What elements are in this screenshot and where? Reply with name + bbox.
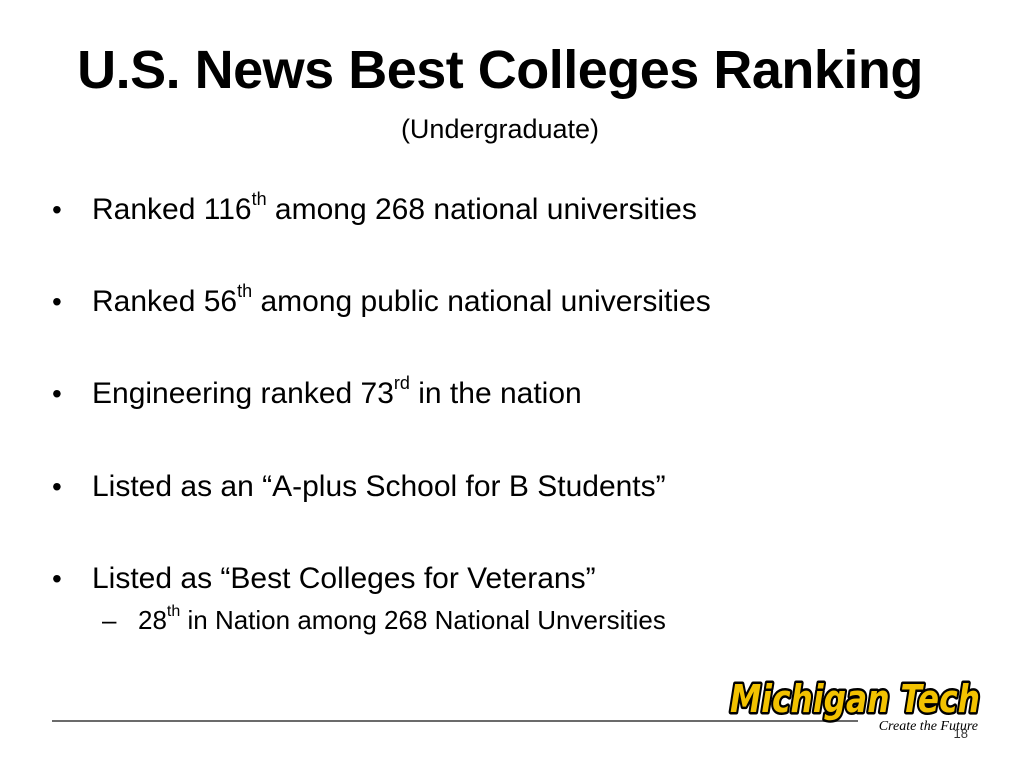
logo-tagline: Create the Future [879,719,978,734]
logo-wordmark: Michigan Tech [730,677,980,721]
ordinal-suffix: th [251,189,267,209]
bullet-text-main: Ranked 56 [92,285,238,318]
slide-title: U.S. News Best Colleges Ranking [77,40,923,100]
bullet-text-main: Listed as “Best Colleges for Veterans” [92,562,596,595]
ordinal-suffix: th [237,281,253,301]
bullet-text: Engineering ranked 73rd in the nation [92,372,582,416]
bullet-item: • Listed as “Best Colleges for Veterans” [52,557,992,601]
page-number: 18 [953,726,968,741]
slide-subtitle: (Undergraduate) [400,114,600,144]
bullet-dot: • [52,471,62,502]
footer-divider [52,720,858,722]
bullet-item: • Listed as an “A-plus School for B Stud… [52,465,992,509]
sub-bullet-text-rest: in Nation among 268 National Unversities [180,605,666,635]
bullet-text: Listed as an “A-plus School for B Studen… [92,465,666,509]
bullet-text-main: Engineering ranked 73 [92,377,394,410]
bullet-text-rest: among public national universities [252,285,711,318]
bullet-text-main: Listed as an “A-plus School for B Studen… [92,470,666,503]
bullet-text: Listed as “Best Colleges for Veterans” [92,557,596,601]
bullet-dot: • [52,286,62,317]
ordinal-suffix: rd [393,373,410,393]
ordinal-suffix: th [166,603,181,621]
bullet-text-rest: among 268 national universities [266,193,697,226]
bullet-dot: • [52,378,62,409]
michigan-tech-logo: Michigan Tech Michigan Tech Create the F… [728,675,983,735]
sub-bullet-text: 28th in Nation among 268 National Unvers… [138,600,666,640]
bullet-text: Ranked 116th among 268 national universi… [92,188,697,232]
bullet-item: • Ranked 56th among public national univ… [52,280,992,324]
sub-bullet-text-main: 28 [138,605,167,635]
bullet-text: Ranked 56th among public national univer… [92,280,711,324]
bullet-text-rest: in the nation [409,377,582,410]
bullet-text-main: Ranked 116 [92,193,252,226]
bullet-dot: • [52,194,62,225]
logo-wordmark-outline: Michigan Tech [730,677,980,721]
bullet-item: • Ranked 116th among 268 national univer… [52,188,992,232]
bullet-dot: • [52,563,62,594]
bullet-item: • Engineering ranked 73rd in the nation [52,372,992,416]
sub-bullet-dash: – [102,605,117,635]
